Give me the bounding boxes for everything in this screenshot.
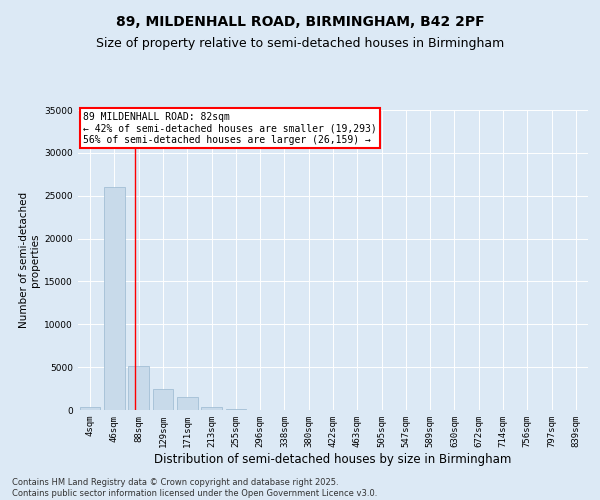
Text: 89 MILDENHALL ROAD: 82sqm
← 42% of semi-detached houses are smaller (19,293)
56%: 89 MILDENHALL ROAD: 82sqm ← 42% of semi-… [83, 112, 377, 144]
Bar [104, 187, 125, 410]
Bar [80, 406, 100, 410]
X-axis label: Distribution of semi-detached houses by size in Birmingham: Distribution of semi-detached houses by … [154, 452, 512, 466]
Bar [152, 388, 173, 410]
Bar [177, 397, 197, 410]
Text: Contains HM Land Registry data © Crown copyright and database right 2025.
Contai: Contains HM Land Registry data © Crown c… [12, 478, 377, 498]
Bar [128, 366, 149, 410]
Bar [201, 408, 222, 410]
Text: Size of property relative to semi-detached houses in Birmingham: Size of property relative to semi-detach… [96, 38, 504, 51]
Y-axis label: Number of semi-detached
properties: Number of semi-detached properties [19, 192, 40, 328]
Text: 89, MILDENHALL ROAD, BIRMINGHAM, B42 2PF: 89, MILDENHALL ROAD, BIRMINGHAM, B42 2PF [116, 15, 484, 29]
